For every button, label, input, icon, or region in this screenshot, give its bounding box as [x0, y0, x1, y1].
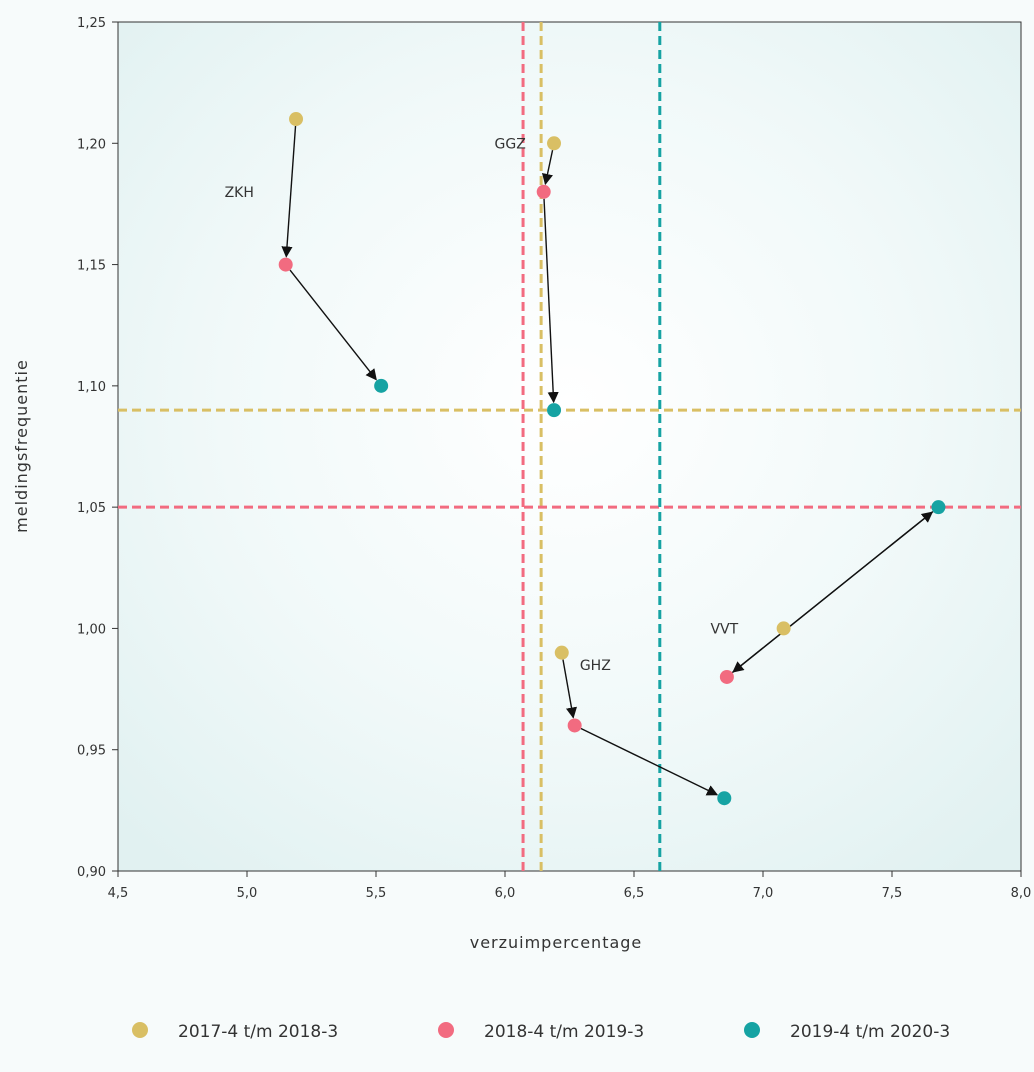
arrow-7 — [731, 511, 934, 674]
legend-label-pink: 2018-4 t/m 2019-3 — [484, 1022, 644, 1042]
x-tick-label: 4,5 — [108, 886, 129, 901]
x-tick-label: 8,0 — [1011, 886, 1032, 901]
y-axis-title: meldingsfrequentie — [12, 359, 31, 533]
label-ggz: GGZ — [495, 136, 526, 152]
point-zkh-gold — [289, 112, 304, 127]
point-ggz-gold — [547, 136, 562, 151]
arrow-3 — [543, 198, 559, 404]
y-tick-label: 0,90 — [77, 865, 106, 880]
label-vvt: VVT — [710, 621, 738, 637]
arrow-5 — [580, 727, 719, 796]
label-ghz: GHZ — [580, 658, 611, 674]
x-tick-label: 7,0 — [753, 886, 774, 901]
y-tick-label: 1,00 — [77, 622, 106, 637]
point-vvt-pink — [719, 669, 734, 684]
legend-label-gold: 2017-4 t/m 2018-3 — [178, 1022, 338, 1042]
legend-marker-pink — [438, 1022, 454, 1038]
x-tick-label: 6,5 — [624, 886, 645, 901]
y-tick-label: 1,05 — [77, 501, 106, 516]
x-axis-title: verzuimpercentage — [470, 933, 643, 952]
x-tick-label: 7,5 — [882, 886, 903, 901]
x-tick-label: 6,0 — [495, 886, 516, 901]
trajectory-arrows — [281, 125, 934, 796]
sector-labels: ZKH GGZ GHZ VVT — [225, 136, 739, 674]
arrow-1 — [289, 269, 377, 381]
point-ghz-teal — [717, 791, 732, 806]
point-vvt-teal — [931, 500, 946, 515]
legend: 2017-4 t/m 2018-3 2018-4 t/m 2019-3 2019-4… — [132, 1022, 950, 1042]
point-ghz-pink — [567, 718, 582, 733]
plot-area — [117, 21, 1022, 872]
point-ggz-teal — [547, 403, 562, 418]
arrow-2 — [541, 149, 554, 186]
point-ghz-gold — [554, 645, 569, 660]
legend-marker-teal — [744, 1022, 760, 1038]
y-axis: 1,25 1,20 1,15 1,10 1,05 1,00 0,95 0,90 — [77, 16, 118, 880]
arrow-4 — [562, 659, 578, 719]
reference-lines — [118, 22, 1021, 871]
legend-marker-gold — [132, 1022, 148, 1038]
point-zkh-pink — [278, 257, 293, 272]
x-axis: 4,5 5,0 5,5 6,0 6,5 7,0 7,5 8,0 — [108, 871, 1032, 901]
label-zkh: ZKH — [225, 185, 254, 201]
y-tick-label: 1,25 — [77, 16, 106, 31]
data-points — [278, 112, 946, 806]
point-vvt-gold — [776, 621, 791, 636]
point-zkh-teal — [374, 378, 389, 393]
y-tick-label: 0,95 — [77, 744, 106, 759]
y-tick-label: 1,15 — [77, 259, 106, 274]
legend-label-teal: 2019-4 t/m 2020-3 — [790, 1022, 950, 1042]
point-ggz-pink — [536, 184, 551, 199]
y-tick-label: 1,10 — [77, 380, 106, 395]
x-tick-label: 5,0 — [237, 886, 258, 901]
y-tick-label: 1,20 — [77, 137, 106, 152]
x-tick-label: 5,5 — [366, 886, 387, 901]
arrow-0 — [281, 125, 297, 258]
